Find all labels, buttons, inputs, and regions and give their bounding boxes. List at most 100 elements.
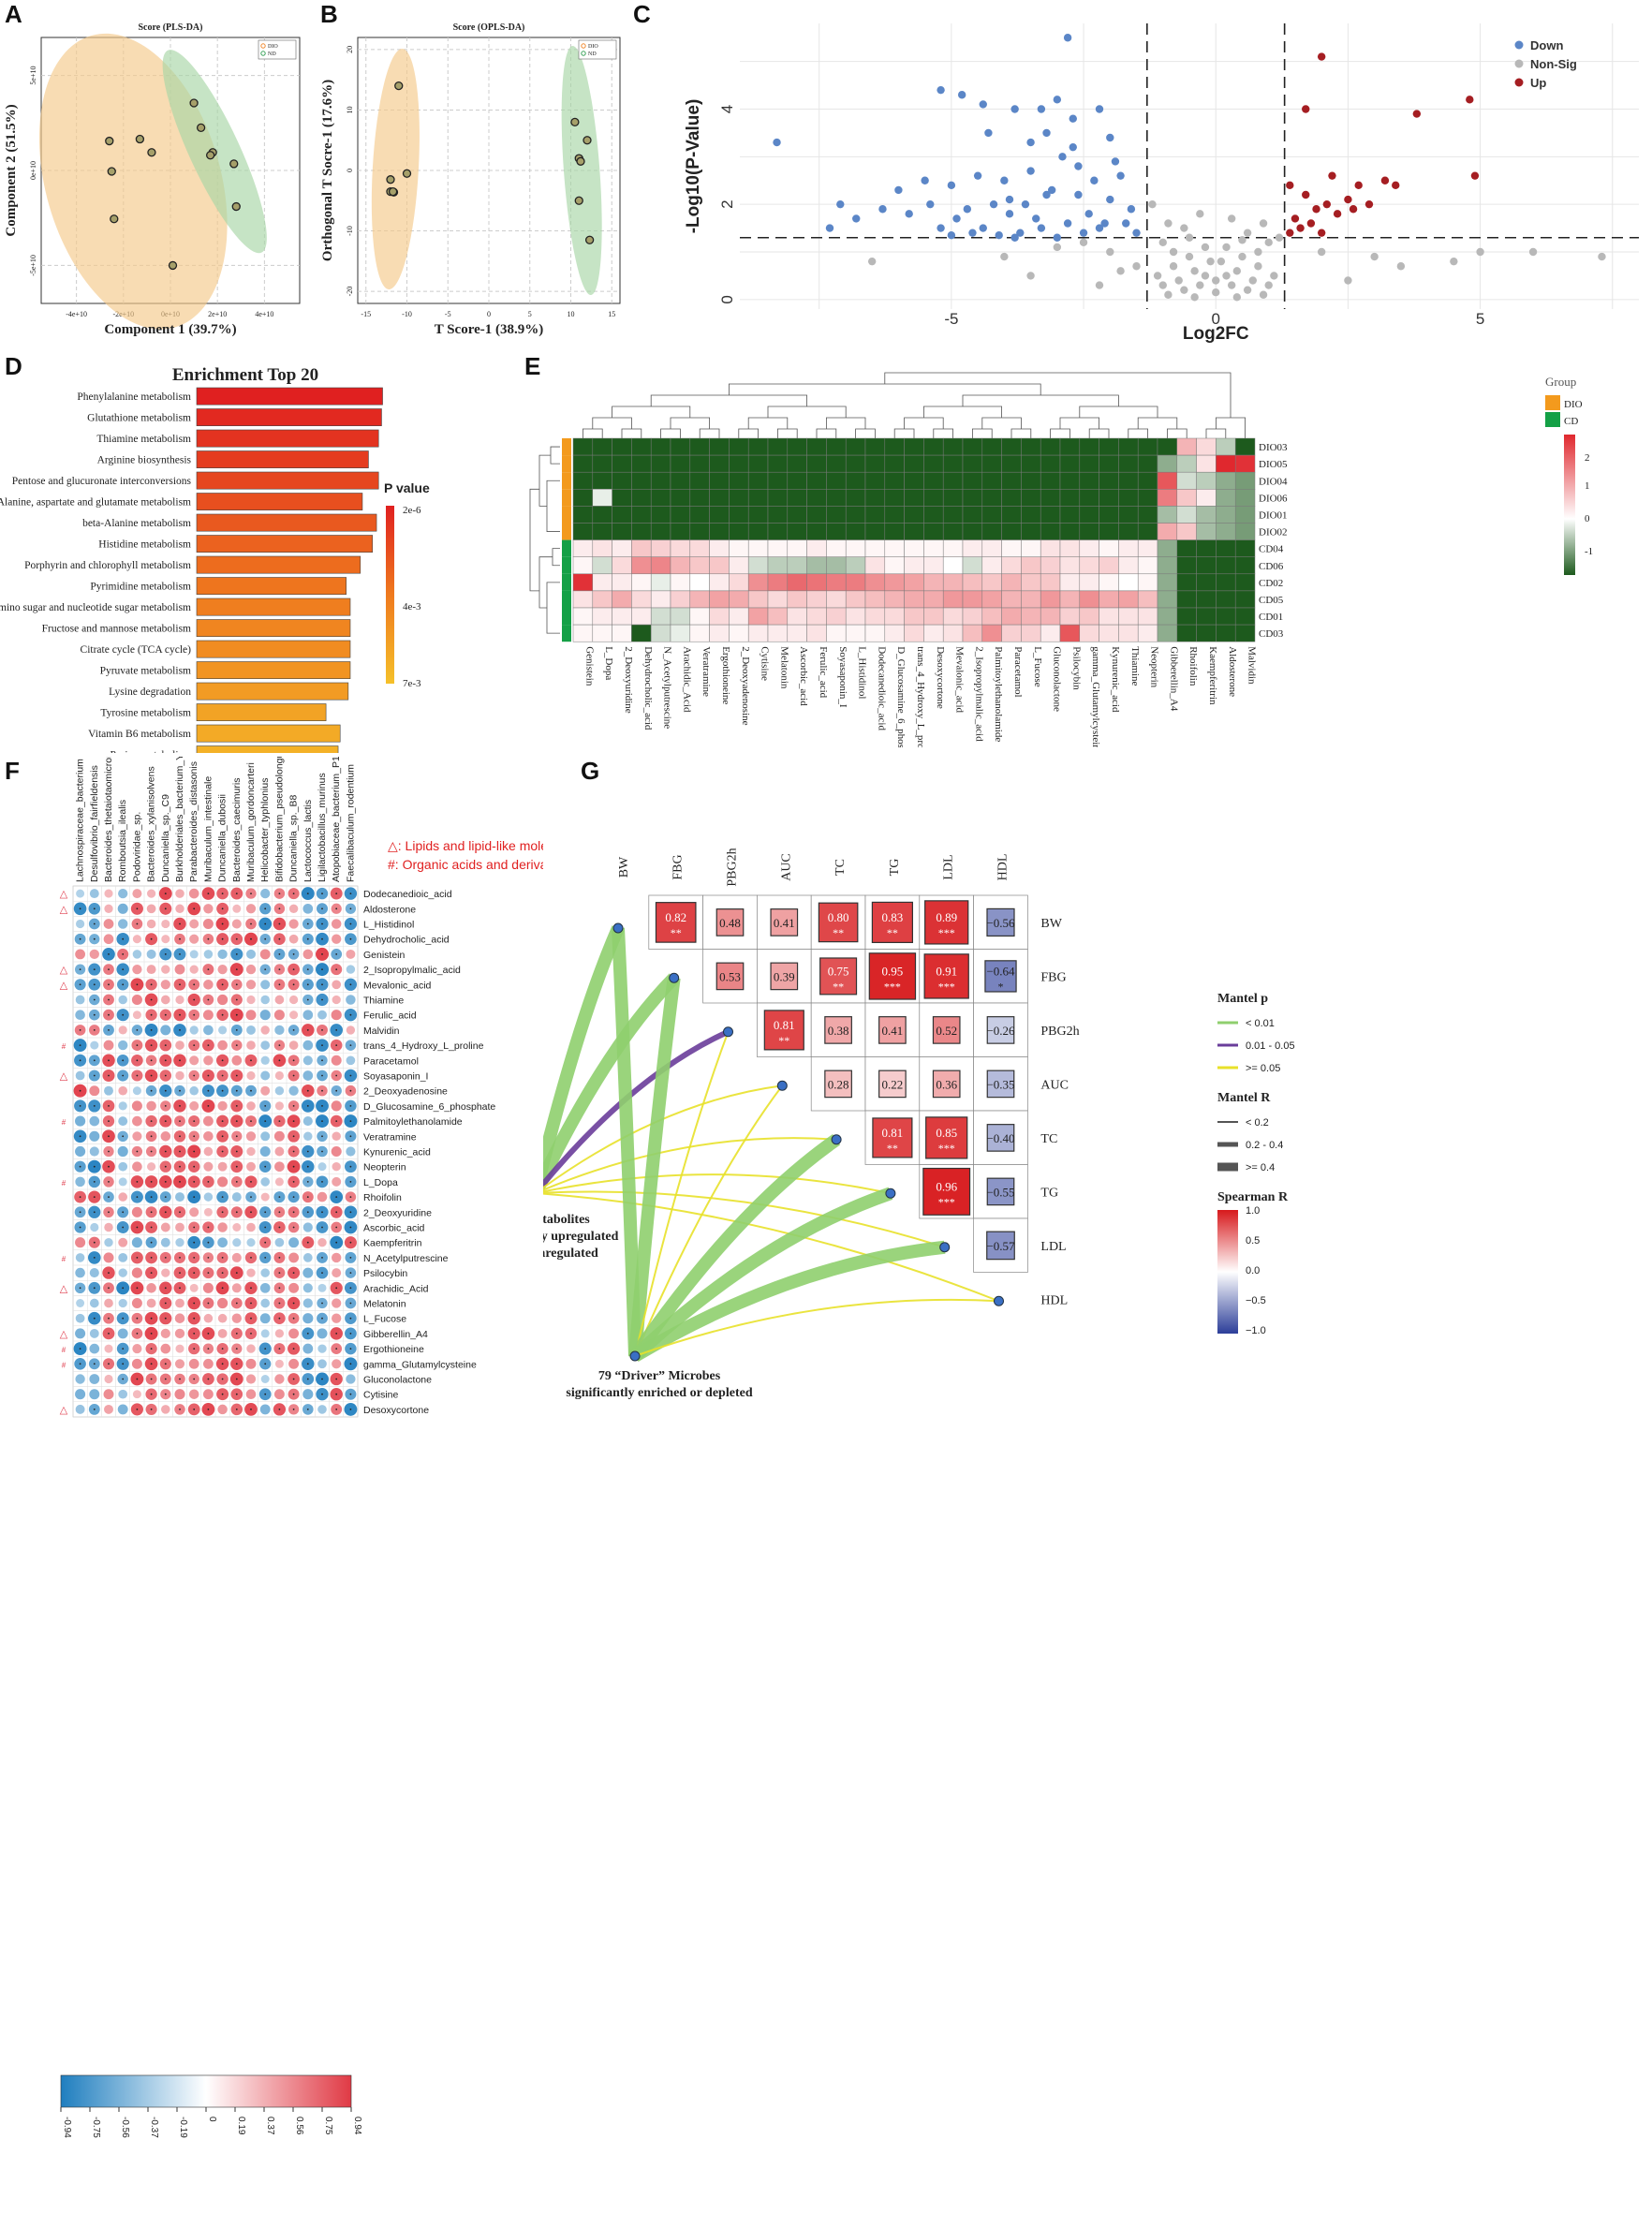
significance-mark (321, 1393, 323, 1395)
heatmap-cell (884, 437, 905, 456)
column-label: Muribaculum_gordoncarteri (245, 762, 257, 882)
data-point (1354, 181, 1363, 190)
correlation-dot (146, 919, 156, 929)
correlation-dot (203, 980, 214, 990)
data-point (105, 136, 114, 146)
significance-mark (108, 1333, 110, 1335)
legend-title: Spearman R (1217, 1190, 1289, 1204)
heatmap-cell (942, 454, 964, 473)
category-label: Histidine metabolism (98, 539, 191, 551)
row-label: trans_4_Hydroxy_L_proline (363, 1040, 484, 1052)
data-point (1026, 272, 1035, 280)
correlation-dot (217, 1222, 228, 1232)
correlation-dot (202, 1115, 214, 1127)
row-label: Mevalonic_acid (363, 980, 432, 991)
heatmap-cell (592, 506, 612, 524)
data-point (947, 181, 956, 190)
dendro-branch (538, 454, 551, 507)
colorbar-label: 0.56 (294, 2117, 304, 2135)
correlation-dot (75, 1253, 85, 1262)
column-label: Duncaniella_sp._C9 (160, 794, 171, 882)
significance-mark (306, 998, 309, 1001)
data-point (1127, 205, 1136, 214)
column-label: Lactococcus_lactis (302, 800, 314, 882)
correlation-dot (118, 995, 127, 1005)
correlation-dot (302, 1313, 314, 1324)
significance-mark (264, 1165, 267, 1168)
significance-mark (93, 1211, 96, 1214)
heatmap-cell (787, 573, 807, 592)
correlation-dot (175, 1298, 184, 1308)
panel-f-svg: FDodecanedioic_acidAldosteroneL_Histidin… (5, 757, 543, 2138)
significance-mark (235, 1029, 238, 1031)
heatmap-cell (1079, 437, 1099, 456)
significance-mark (235, 1165, 238, 1168)
significance-mark (278, 1302, 281, 1305)
heatmap-cell (1216, 624, 1236, 642)
heatmap-cell (1079, 573, 1099, 592)
heatmap-cell (689, 437, 710, 456)
correlation-dot (202, 1010, 214, 1021)
dendro-branch (529, 488, 539, 592)
heatmap-cell (1157, 489, 1178, 507)
heatmap-cell (1059, 489, 1081, 507)
mantel-link (543, 925, 625, 1190)
heatmap-cell (729, 506, 749, 524)
correlation-dot (274, 1101, 284, 1111)
legend-label: >= 0.05 (1246, 1063, 1280, 1074)
category-label: Citrate cycle (TCA cycle) (81, 644, 192, 656)
data-point (836, 199, 845, 209)
significance-mark (235, 1378, 238, 1380)
dendro-branch (1050, 428, 1070, 438)
heatmap-cell (1040, 489, 1061, 507)
colorbar-label: 4e-3 (403, 601, 421, 612)
significance-mark (93, 1196, 96, 1198)
heatmap-cell (1059, 471, 1081, 490)
heatmap-cell (904, 437, 924, 456)
group-bar (562, 608, 571, 626)
heatmap-cell (1176, 506, 1197, 524)
significance-mark (221, 1089, 224, 1092)
heatmap-cell (1157, 556, 1178, 575)
correlation-dot (274, 1359, 284, 1368)
heatmap-cell (709, 607, 730, 626)
heatmap-cell (631, 489, 652, 507)
significance-mark (150, 1272, 153, 1274)
heatmap-cell (767, 437, 789, 456)
data-point (1164, 290, 1173, 299)
heatmap-cell (884, 471, 905, 490)
correlation-dot (288, 995, 299, 1005)
heatmap-cell (1216, 437, 1236, 456)
significance-mark (193, 1378, 196, 1380)
heatmap-cell (747, 506, 769, 524)
correlation-dot (203, 1192, 214, 1202)
correlation-square (986, 1124, 1015, 1152)
data-point (1302, 190, 1310, 199)
correlation-dot (132, 964, 142, 975)
significance-mark (150, 1226, 153, 1229)
data-point (1259, 290, 1268, 299)
data-point (107, 167, 116, 176)
data-point (574, 196, 583, 205)
data-point (1180, 224, 1188, 232)
correlation-dot (175, 995, 184, 1005)
significance-mark (122, 1287, 125, 1290)
dendro-branch (612, 406, 691, 418)
heatmap-cell (1099, 506, 1119, 524)
significance-mark (122, 983, 125, 986)
correlation-dot (132, 1011, 141, 1020)
significance-mark (235, 1044, 238, 1046)
correlation-dot (317, 1405, 327, 1414)
correlation-dot (246, 1146, 256, 1157)
data-point (1158, 238, 1167, 247)
group-bar (562, 506, 571, 524)
colorbar-label: −1.0 (1246, 1325, 1266, 1336)
data-point (1317, 52, 1326, 61)
significance-mark (349, 937, 352, 940)
dendro-branch (1216, 417, 1246, 429)
row-label: Dodecanedioic_acid (363, 889, 452, 900)
significance-mark (79, 1059, 81, 1062)
correlation-dot (174, 1328, 185, 1339)
data-point (867, 257, 877, 266)
